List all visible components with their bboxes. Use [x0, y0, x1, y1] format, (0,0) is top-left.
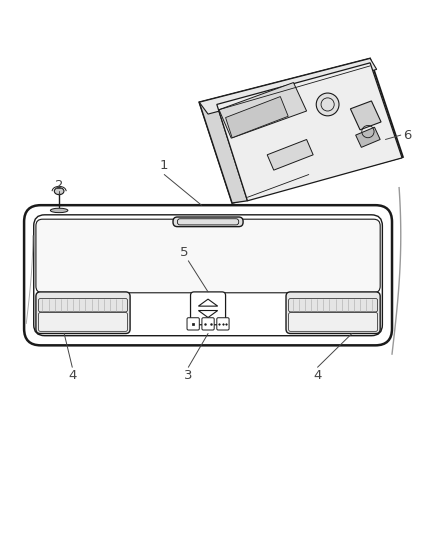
FancyBboxPatch shape	[202, 318, 214, 330]
FancyBboxPatch shape	[286, 292, 380, 334]
Text: 4: 4	[313, 369, 322, 383]
Circle shape	[316, 93, 339, 116]
Ellipse shape	[50, 208, 68, 213]
Polygon shape	[199, 59, 377, 114]
FancyBboxPatch shape	[289, 298, 378, 312]
Polygon shape	[356, 127, 380, 147]
Ellipse shape	[54, 188, 64, 195]
FancyBboxPatch shape	[191, 292, 226, 325]
FancyBboxPatch shape	[36, 219, 380, 293]
Text: 3: 3	[184, 369, 193, 383]
Text: 6: 6	[403, 128, 411, 142]
Text: 1: 1	[160, 159, 169, 172]
Text: 5: 5	[180, 246, 188, 259]
Polygon shape	[217, 63, 402, 201]
FancyBboxPatch shape	[217, 318, 229, 330]
FancyBboxPatch shape	[39, 298, 127, 312]
Polygon shape	[199, 59, 403, 203]
Polygon shape	[199, 102, 247, 203]
FancyBboxPatch shape	[39, 312, 127, 332]
Polygon shape	[219, 83, 307, 138]
FancyBboxPatch shape	[289, 312, 378, 332]
FancyBboxPatch shape	[36, 292, 130, 334]
FancyBboxPatch shape	[173, 217, 243, 227]
FancyBboxPatch shape	[187, 318, 199, 330]
Text: 2: 2	[55, 179, 64, 192]
Polygon shape	[350, 101, 381, 130]
Text: 4: 4	[68, 369, 77, 383]
Polygon shape	[267, 140, 313, 170]
Polygon shape	[226, 96, 288, 138]
